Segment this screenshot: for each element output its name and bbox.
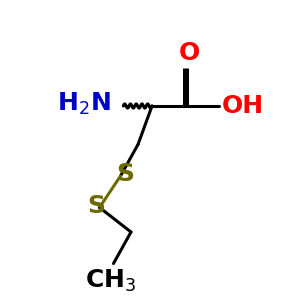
Text: H$_2$N: H$_2$N bbox=[57, 91, 111, 117]
Text: S: S bbox=[88, 194, 106, 218]
Text: CH$_3$: CH$_3$ bbox=[85, 268, 136, 294]
Text: O: O bbox=[178, 41, 200, 65]
Text: S: S bbox=[116, 162, 134, 186]
Text: OH: OH bbox=[221, 94, 263, 118]
